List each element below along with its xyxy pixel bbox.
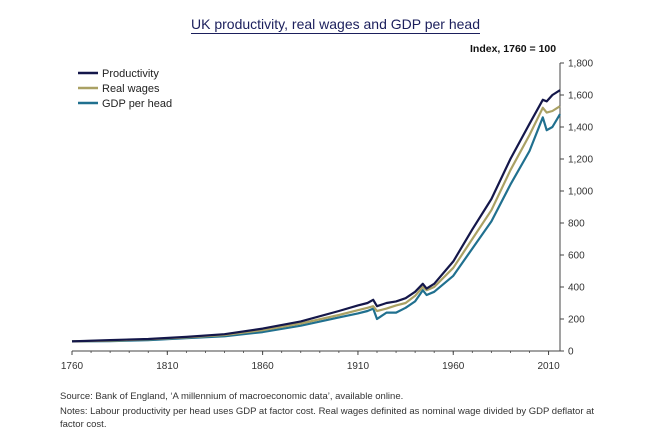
y-tick-label: 800 (568, 219, 585, 230)
x-tick-label: 1960 (442, 361, 465, 372)
y-tick-label: 200 (568, 315, 585, 326)
y-tick-label: 400 (568, 283, 585, 294)
x-tick-label: 1860 (252, 361, 275, 372)
y-tick-label: 1,200 (568, 155, 593, 166)
chart-legend: Productivity Real wages GDP per head (78, 68, 172, 110)
series-line-real-wages (71, 105, 561, 343)
y-tick-label: 1,000 (568, 187, 593, 198)
y-tick-label: 600 (568, 251, 585, 262)
x-tick-label: 1810 (156, 361, 179, 372)
source-note: Source: Bank of England, ‘A millennium o… (60, 391, 404, 402)
chart-series (71, 89, 561, 343)
x-tick-label: 1910 (347, 361, 370, 372)
legend-label-gdp-per-head: GDP per head (102, 98, 172, 110)
chart-title: UK productivity, real wages and GDP per … (191, 16, 480, 34)
legend-label-productivity: Productivity (102, 68, 159, 80)
legend-label-real-wages: Real wages (102, 83, 160, 95)
series-line-gdp-per-head (71, 113, 561, 343)
series-line-productivity (71, 89, 561, 343)
x-tick-label: 2010 (537, 361, 560, 372)
y-tick-label: 1,800 (568, 59, 593, 70)
y-tick-label: 1,400 (568, 123, 593, 134)
footnote: Notes: Labour productivity per head uses… (60, 406, 595, 430)
y-tick-label: 0 (568, 347, 574, 358)
chart-axes: 1760 1810 1860 1910 1960 2010 0 200 400 600 800 1,0… (61, 59, 594, 373)
y-tick-label: 1,600 (568, 91, 593, 102)
y-axis-unit-label: Index, 1760 = 100 (470, 43, 557, 55)
x-tick-label: 1760 (61, 361, 84, 372)
